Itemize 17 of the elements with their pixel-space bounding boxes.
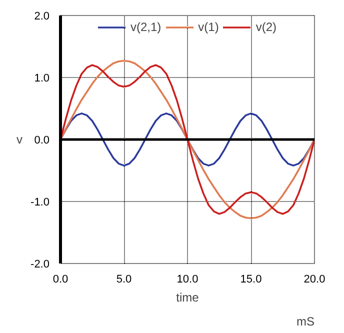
y-tick-label: 0.0	[34, 134, 50, 146]
x-tick-label: 0.0	[52, 274, 68, 286]
y-tick-label: -2.0	[30, 258, 50, 270]
legend-label: v(2,1)	[130, 20, 162, 34]
y-tick-label: 2.0	[34, 10, 50, 22]
legend-label: v(1)	[198, 20, 219, 34]
x-axis-title: time	[176, 290, 200, 304]
text: mS	[296, 314, 314, 328]
y-tick-label: -1.0	[30, 196, 50, 208]
line-series	[60, 112, 314, 166]
x-tick-label: 10.0	[176, 274, 198, 286]
x-tick-label: 5.0	[116, 274, 132, 286]
y-axis-title: v	[16, 132, 23, 146]
x-tick-label: 20.0	[304, 274, 326, 286]
x-tick-label: 15.0	[240, 274, 262, 286]
y-tick-label: 1.0	[34, 72, 50, 84]
legend-label: v(2)	[256, 20, 277, 34]
